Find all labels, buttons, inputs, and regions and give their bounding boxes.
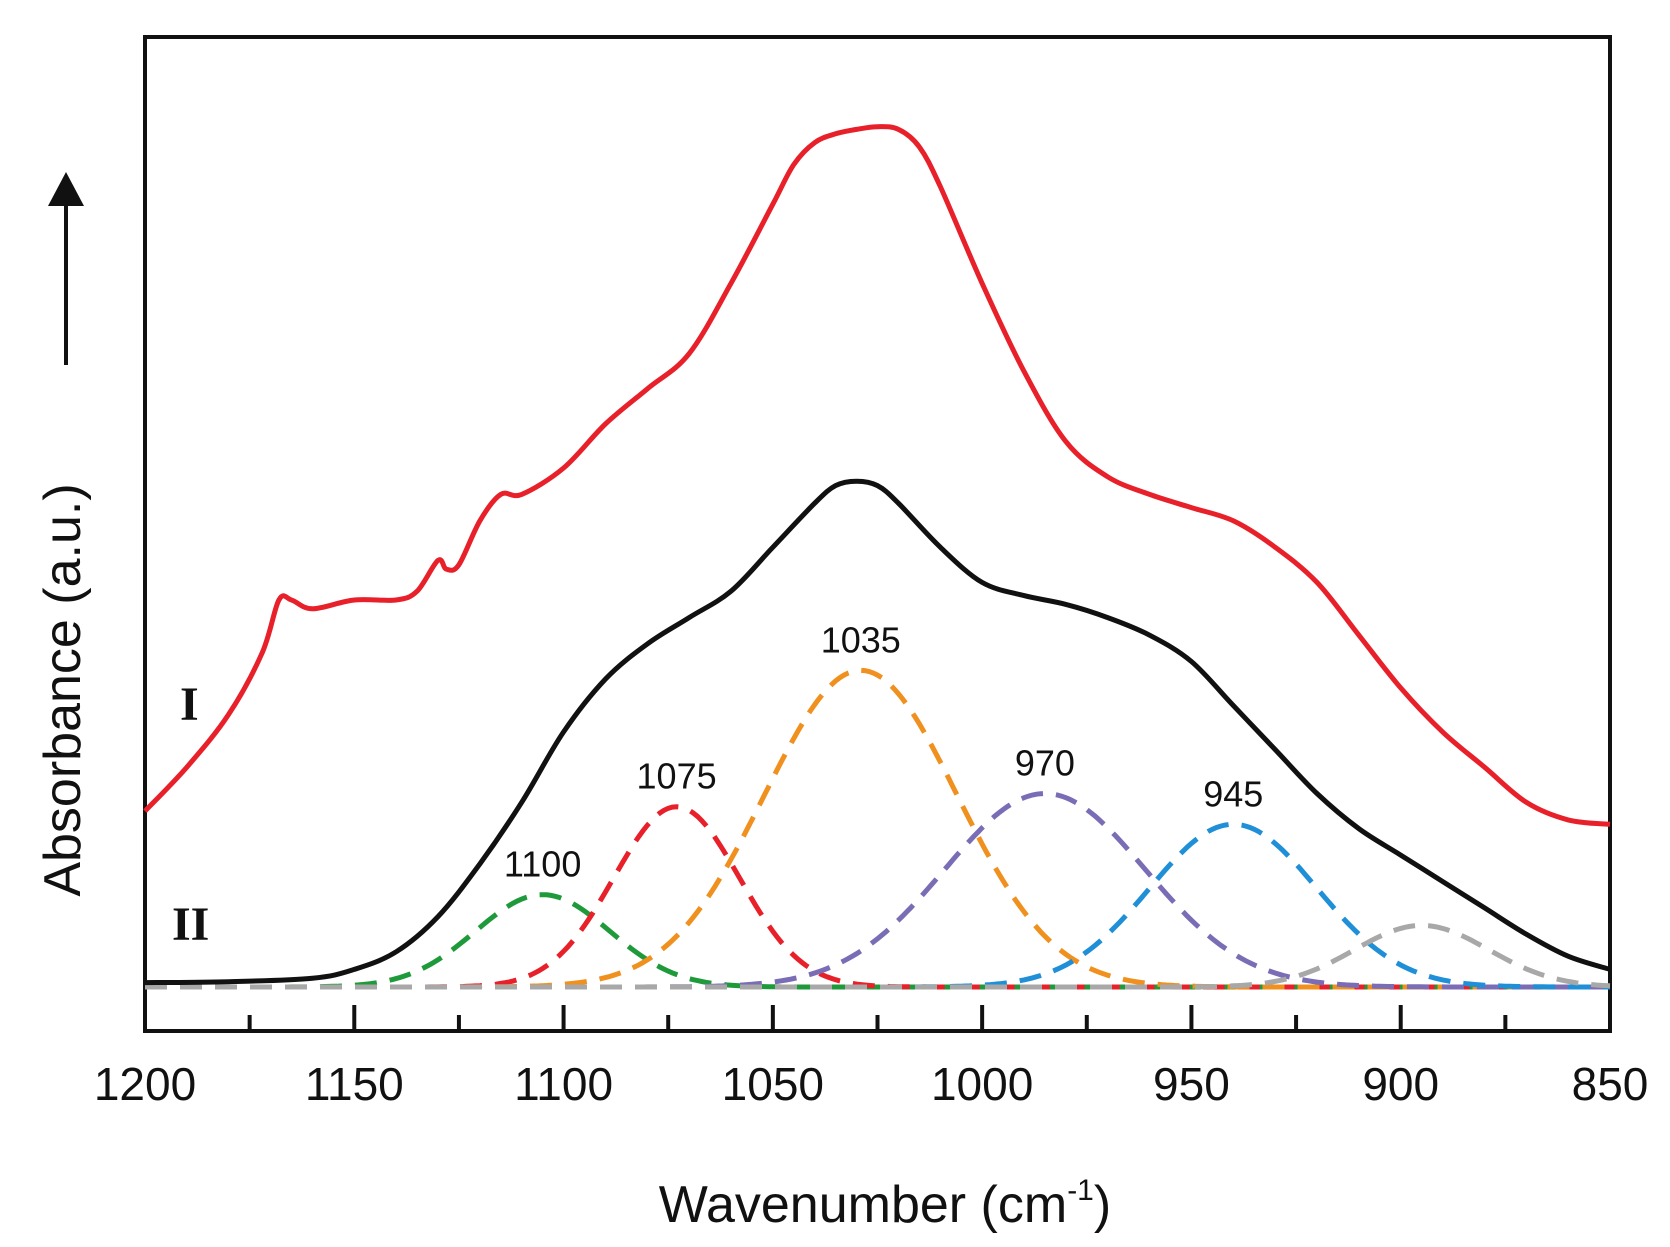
x-axis-title-suffix: )	[1094, 1176, 1111, 1234]
peak-labels: 1100 1075 1035 970 945	[504, 619, 1263, 884]
y-axis-title: Absorbance (a.u.)	[34, 483, 92, 896]
x-tick-label-1200: 1200	[94, 1058, 196, 1110]
x-tick-label-1100: 1100	[514, 1058, 613, 1110]
x-axis-title-superscript: -1	[1067, 1174, 1094, 1207]
x-tick-label-900: 900	[1362, 1058, 1439, 1110]
fitted-peak-shoulder-5	[145, 922, 1611, 990]
x-tick-label-1050: 1050	[722, 1058, 824, 1110]
spectrum-II	[144, 478, 1611, 986]
x-axis-title: Wavenumber (cm-1)	[659, 1174, 1111, 1234]
fitted-peak-970	[145, 790, 1610, 990]
fitted-peak-1075	[145, 804, 1610, 990]
x-tick-label-1150: 1150	[305, 1058, 404, 1110]
fitted-peak-1100	[145, 892, 1610, 990]
plot-frame	[143, 35, 1612, 1033]
peak-label-970: 970	[1015, 742, 1075, 783]
x-tick-label-950: 950	[1153, 1058, 1230, 1110]
fitted-peak-1035	[145, 667, 1610, 990]
peak-label-1100: 1100	[504, 844, 581, 885]
spectrum-I	[143, 124, 1611, 827]
trace-label-II: II	[172, 898, 209, 951]
fitted-peaks	[145, 667, 1611, 990]
spectra	[143, 124, 1611, 986]
peak-label-945: 945	[1203, 773, 1263, 814]
trace-label-I: I	[180, 678, 199, 731]
x-axis-tick-labels: 1200 1150 1100 1050 1000 950 900 850	[94, 1058, 1649, 1110]
x-axis-title-main: Wavenumber (cm	[659, 1176, 1067, 1234]
x-tick-label-1000: 1000	[931, 1058, 1033, 1110]
x-axis-ticks	[143, 1005, 1612, 1031]
x-tick-label-850: 850	[1572, 1058, 1649, 1110]
peak-label-1075: 1075	[637, 756, 717, 797]
peak-label-1035: 1035	[821, 619, 901, 660]
y-axis-arrow-head	[48, 172, 84, 206]
